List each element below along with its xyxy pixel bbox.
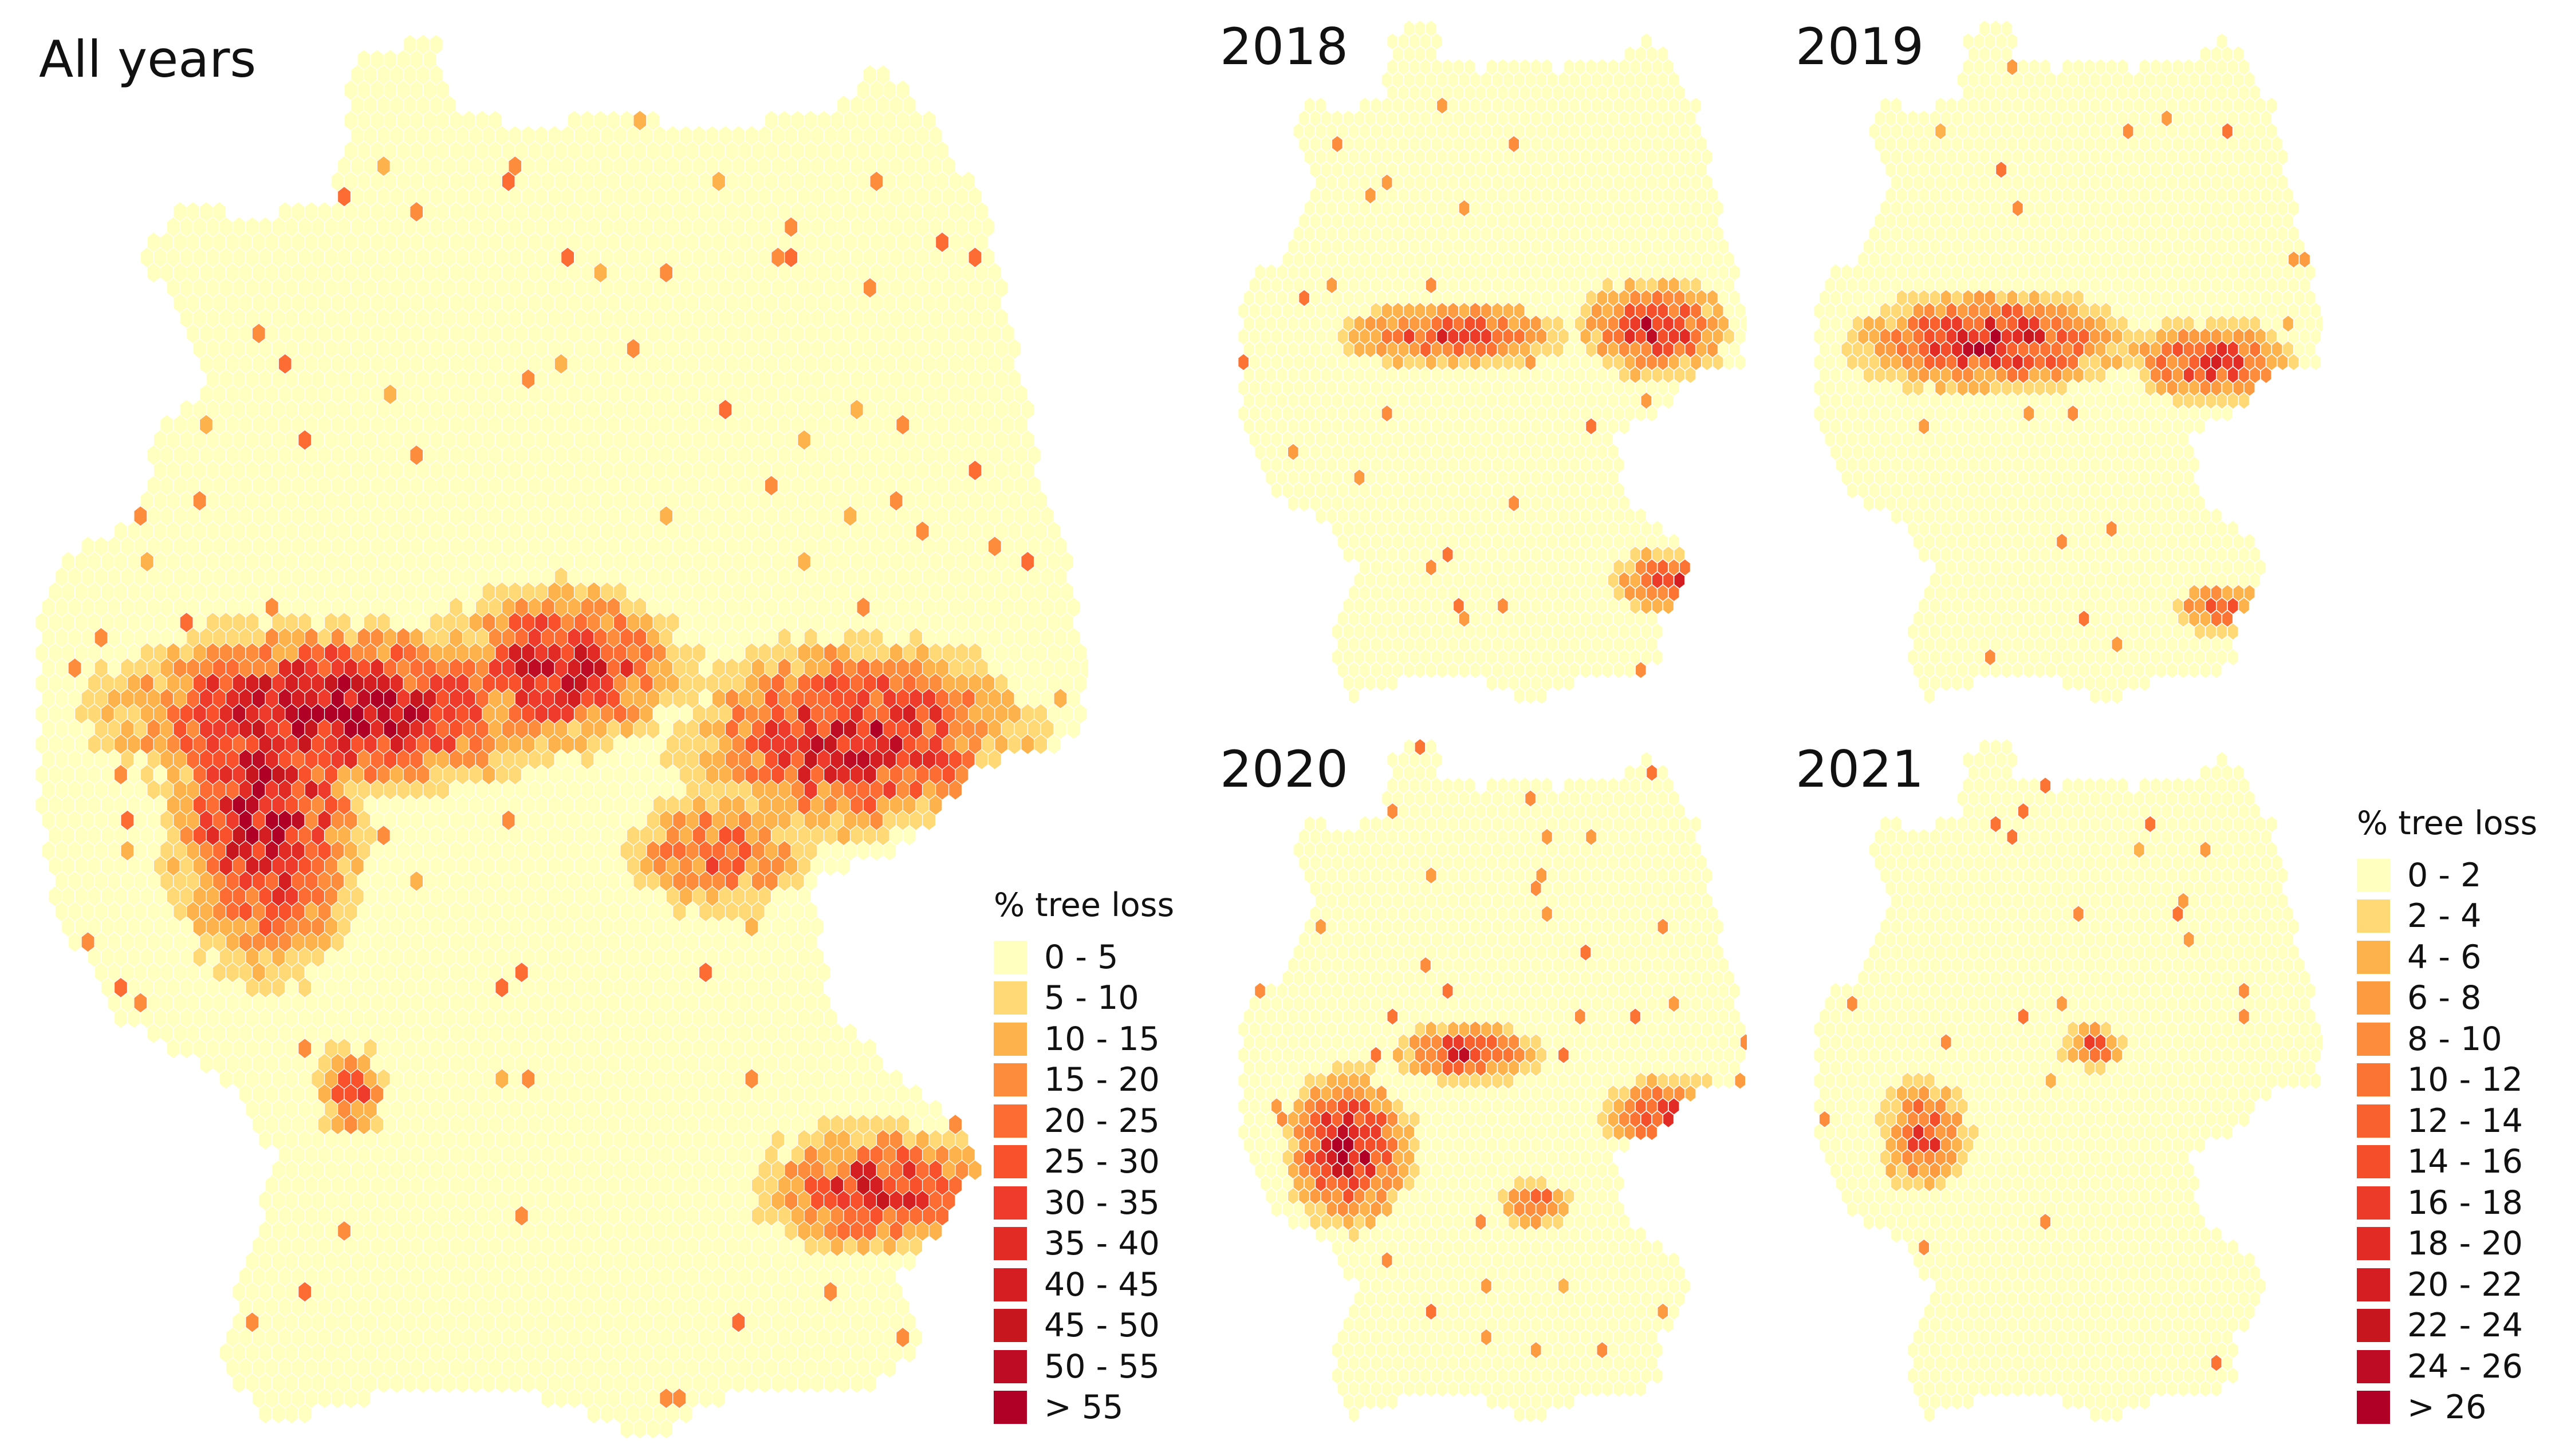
germany-hex-map-all-years	[34, 34, 1088, 1443]
map-panel-all-years	[34, 34, 1088, 1443]
hex-cells	[36, 34, 1088, 1439]
